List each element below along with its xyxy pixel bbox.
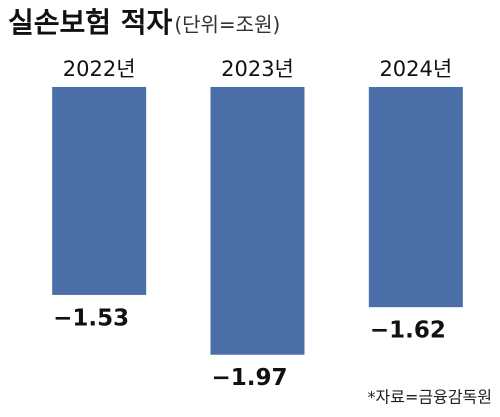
value-label: −1.97 xyxy=(211,365,287,391)
chart-title: 실손보험 적자 xyxy=(8,6,173,39)
value-label: −1.53 xyxy=(53,305,129,331)
x-tick-label: 2024년 xyxy=(379,57,452,81)
source-note: *자료=금융감독원 xyxy=(368,388,492,407)
x-tick-label: 2023년 xyxy=(221,57,294,81)
value-label: −1.62 xyxy=(370,318,446,344)
chart-subtitle: (단위=조원) xyxy=(174,13,280,37)
x-tick-label: 2022년 xyxy=(63,57,136,81)
bar xyxy=(368,87,463,308)
bar xyxy=(52,87,147,295)
bar xyxy=(210,87,305,355)
